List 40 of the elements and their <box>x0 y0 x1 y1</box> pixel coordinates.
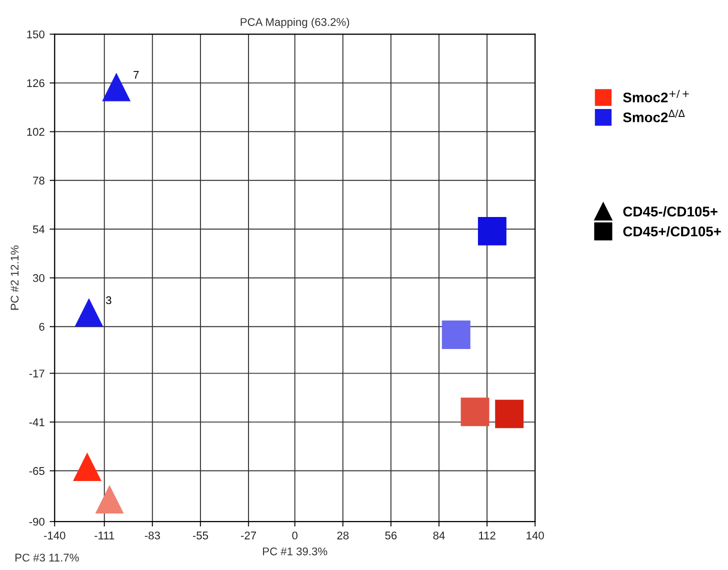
x-tick-label: -111 <box>94 532 114 540</box>
x-tick-label: 140 <box>526 532 544 540</box>
y-tick-label: -41 <box>29 418 44 426</box>
point <box>442 320 470 349</box>
legend-label: Smoc2$^{+/+}$ <box>623 90 689 102</box>
x-tick-label: -55 <box>192 532 208 540</box>
legend-label: Smoc2$^{Δ/Δ}$ <box>623 110 685 122</box>
point <box>495 400 524 428</box>
x-tick-label: -140 <box>44 532 66 540</box>
point <box>72 452 102 481</box>
x-tick-label: 0 <box>292 532 298 540</box>
y-axis-title: PC #2 12.1% <box>10 246 19 310</box>
y-tick-label: 6 <box>39 322 44 331</box>
point <box>95 484 124 514</box>
y-tick-label: 78 <box>33 176 44 185</box>
text: CD45+/CD105+ <box>623 226 721 237</box>
y-tick-label: 126 <box>27 79 44 88</box>
x-tick-label: 28 <box>337 532 349 540</box>
y-tick-label: -65 <box>29 467 44 475</box>
annotation: 3 <box>106 296 112 304</box>
x-tick-label: 84 <box>433 532 445 540</box>
point <box>102 72 131 102</box>
y-tick-label: -90 <box>29 518 44 526</box>
point <box>478 216 506 246</box>
y-tick-label: 150 <box>27 30 44 38</box>
text: PC #3 11.7% <box>15 554 79 562</box>
x-tick-label: 56 <box>385 532 397 540</box>
text: CD45-/CD105+ <box>623 206 718 217</box>
y-tick-label: 54 <box>32 226 45 234</box>
chart-title: PCA Mapping (63.2%) <box>240 18 350 28</box>
annotation: 7 <box>134 71 139 79</box>
x-tick-label: 112 <box>479 532 496 540</box>
y-tick-label: 102 <box>27 128 44 136</box>
point <box>460 398 490 426</box>
y-tick-label: 30 <box>32 274 44 282</box>
y-tick-label: -17 <box>29 370 44 378</box>
point <box>74 298 104 327</box>
x-axis-title: PC #1 39.3% <box>263 547 328 556</box>
x-tick-label: -83 <box>144 532 160 540</box>
x-tick-label: -27 <box>240 532 256 540</box>
